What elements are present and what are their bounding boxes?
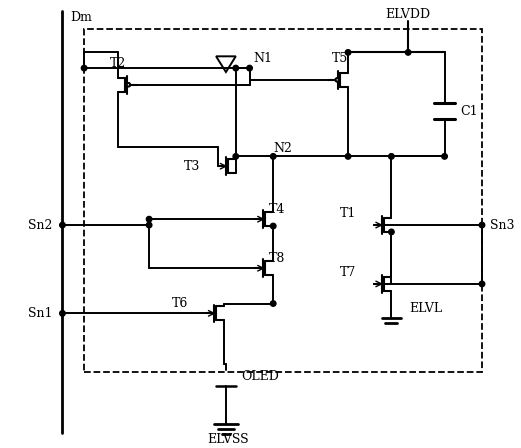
Circle shape xyxy=(345,154,351,159)
Circle shape xyxy=(233,65,239,71)
Text: Sn3: Sn3 xyxy=(490,219,514,232)
Text: N1: N1 xyxy=(254,52,272,65)
Circle shape xyxy=(270,301,276,306)
Text: Dm: Dm xyxy=(70,11,92,24)
Text: Sn2: Sn2 xyxy=(28,219,53,232)
Text: ELVSS: ELVSS xyxy=(207,433,249,446)
Circle shape xyxy=(81,65,87,71)
Text: T5: T5 xyxy=(332,52,349,65)
Text: T7: T7 xyxy=(340,266,356,279)
Circle shape xyxy=(270,223,276,229)
Circle shape xyxy=(146,222,152,228)
Circle shape xyxy=(479,281,485,287)
Text: ELVL: ELVL xyxy=(409,302,442,315)
Circle shape xyxy=(389,229,394,235)
Text: T1: T1 xyxy=(340,207,356,220)
Circle shape xyxy=(247,65,252,71)
Circle shape xyxy=(146,216,152,222)
Text: T3: T3 xyxy=(184,159,201,172)
Circle shape xyxy=(60,310,65,316)
Text: ELVDD: ELVDD xyxy=(386,8,431,21)
Circle shape xyxy=(442,154,448,159)
Circle shape xyxy=(127,83,130,86)
Text: T4: T4 xyxy=(269,203,286,216)
Circle shape xyxy=(60,222,65,228)
Circle shape xyxy=(336,78,339,82)
Circle shape xyxy=(389,154,394,159)
Text: T6: T6 xyxy=(172,297,189,310)
Text: OLED: OLED xyxy=(242,370,280,383)
Text: Sn1: Sn1 xyxy=(28,307,53,320)
Circle shape xyxy=(479,222,485,228)
Circle shape xyxy=(233,154,239,159)
Circle shape xyxy=(345,50,351,55)
Circle shape xyxy=(270,154,276,159)
Text: T8: T8 xyxy=(269,252,286,265)
Text: N2: N2 xyxy=(273,142,292,155)
Text: T2: T2 xyxy=(109,57,126,70)
Circle shape xyxy=(405,50,411,55)
Text: C1: C1 xyxy=(461,105,478,118)
